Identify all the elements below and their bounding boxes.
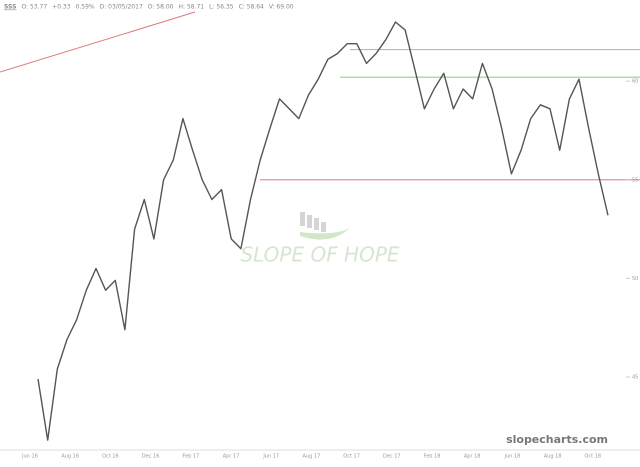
watermark: SLOPE OF HOPE <box>240 243 399 267</box>
y-tick-label: 45 <box>632 375 638 381</box>
header-field: O: 58.00 <box>148 4 174 11</box>
header-field: 0.59% <box>76 4 95 11</box>
x-tick-label: Dec 16 <box>142 454 160 460</box>
x-tick-label: Feb 17 <box>182 454 199 460</box>
header-field: V: 69.00 <box>269 4 294 11</box>
y-tick-label: 50 <box>632 276 638 282</box>
header-field: C: 58.64 <box>239 4 264 11</box>
header-field: SSS <box>4 4 16 11</box>
price-line <box>37 21 609 441</box>
site-label: slopecharts.com <box>506 433 608 446</box>
header-field: O: 53.77 <box>21 4 47 11</box>
x-tick-label: Jun 17 <box>262 454 279 460</box>
x-tick-label: Dec 17 <box>383 454 401 460</box>
trend-line <box>0 11 196 73</box>
x-tick-label: Oct 16 <box>102 454 119 460</box>
x-tick-label: Oct 17 <box>343 454 360 460</box>
y-tick-label: 55 <box>632 177 638 183</box>
x-tick-label: Oct 18 <box>584 454 601 460</box>
x-tick-label: Apr 18 <box>464 454 481 460</box>
y-tick-label: 60 <box>632 79 638 85</box>
header-field: H: 58.71 <box>179 4 205 11</box>
x-tick-label: Feb 18 <box>424 454 441 460</box>
header-field: L: 56.35 <box>209 4 234 11</box>
x-tick-label: Apr 17 <box>223 454 240 460</box>
watermark-logo <box>300 212 350 240</box>
x-tick-label: Jun 18 <box>504 454 521 460</box>
header-field: +0.33 <box>52 4 71 11</box>
x-tick-label: Aug 18 <box>544 454 562 460</box>
x-tick-label: Jun 16 <box>21 454 38 460</box>
x-tick-label: Aug 16 <box>61 454 79 460</box>
header-field: D: 03/05/2017 <box>100 4 143 11</box>
x-tick-label: Aug 17 <box>303 454 321 460</box>
